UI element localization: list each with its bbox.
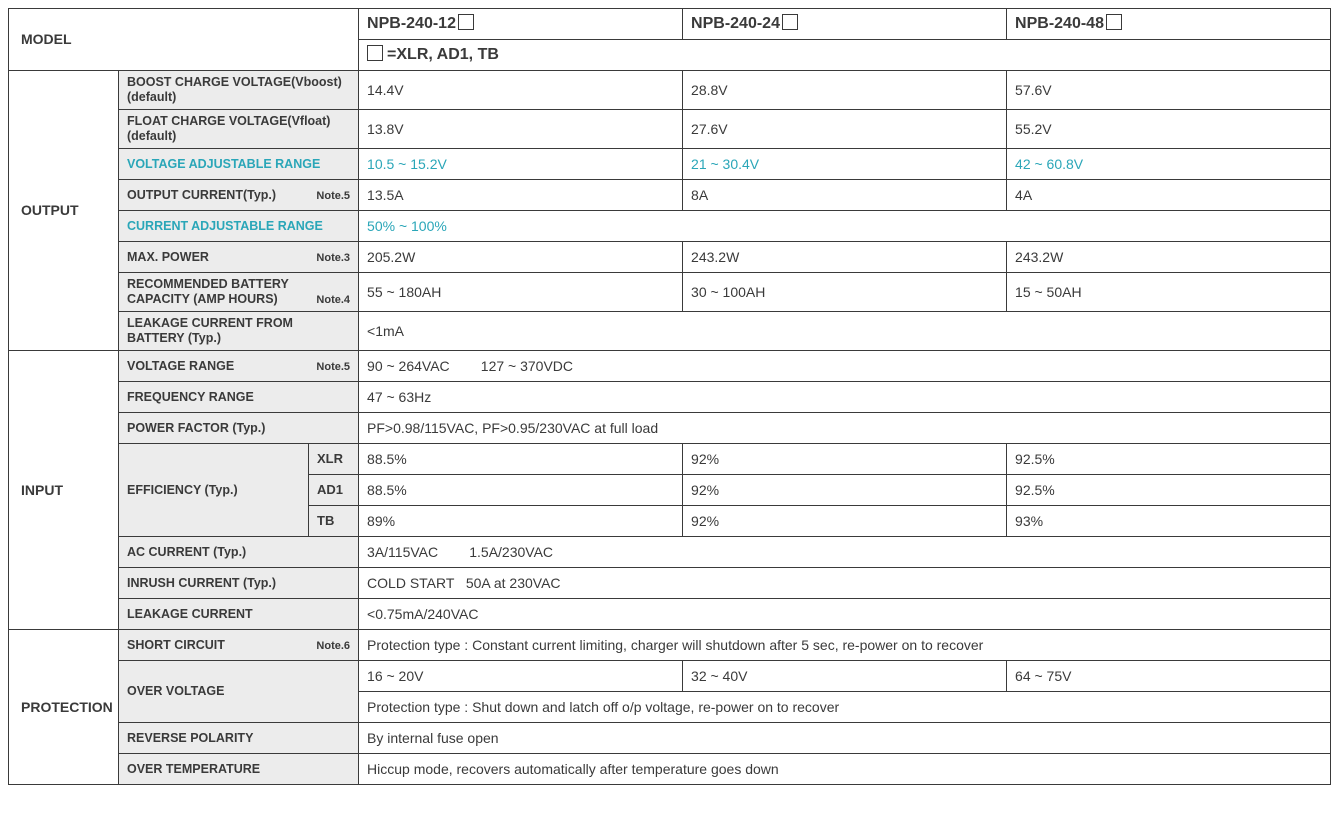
val-cell: 93% xyxy=(1007,506,1331,537)
param-label: VOLTAGE ADJUSTABLE RANGE xyxy=(119,149,359,180)
val-cell: 8A xyxy=(683,180,1007,211)
param-over-voltage: OVER VOLTAGE xyxy=(119,661,359,723)
param-label: FREQUENCY RANGE xyxy=(119,382,359,413)
param-label: SHORT CIRCUITNote.6 xyxy=(119,630,359,661)
param-label: AC CURRENT (Typ.) xyxy=(119,537,359,568)
val-span: COLD START 50A at 230VAC xyxy=(359,568,1331,599)
val-cell: 64 ~ 75V xyxy=(1007,661,1331,692)
param-efficiency: EFFICIENCY (Typ.) xyxy=(119,444,309,537)
val-span: 50% ~ 100% xyxy=(359,211,1331,242)
val-cell: 55.2V xyxy=(1007,110,1331,149)
param-label: POWER FACTOR (Typ.) xyxy=(119,413,359,444)
val-cell: 30 ~ 100AH xyxy=(683,273,1007,312)
model-col-1: NPB-240-24 xyxy=(683,9,1007,40)
section-protection: PROTECTION xyxy=(9,630,119,785)
val-cell: 92% xyxy=(683,475,1007,506)
param-label: INRUSH CURRENT (Typ.) xyxy=(119,568,359,599)
param-label: RECOMMENDED BATTERY CAPACITY (AMP HOURS)… xyxy=(119,273,359,312)
model-label: MODEL xyxy=(9,9,359,71)
eff-sub-tb: TB xyxy=(309,506,359,537)
param-label: LEAKAGE CURRENT FROM BATTERY (Typ.) xyxy=(119,312,359,351)
val-span: Hiccup mode, recovers automatically afte… xyxy=(359,754,1331,785)
val-cell: 27.6V xyxy=(683,110,1007,149)
val-span: PF>0.98/115VAC, PF>0.95/230VAC at full l… xyxy=(359,413,1331,444)
val-span: Protection type : Shut down and latch of… xyxy=(359,692,1331,723)
val-cell: 16 ~ 20V xyxy=(359,661,683,692)
param-label: LEAKAGE CURRENT xyxy=(119,599,359,630)
model-col-2: NPB-240-48 xyxy=(1007,9,1331,40)
val-cell: 13.8V xyxy=(359,110,683,149)
val-cell: 28.8V xyxy=(683,71,1007,110)
val-cell: 4A xyxy=(1007,180,1331,211)
section-input: INPUT xyxy=(9,351,119,630)
val-cell: 92.5% xyxy=(1007,475,1331,506)
val-cell: 42 ~ 60.8V xyxy=(1007,149,1331,180)
val-cell: 15 ~ 50AH xyxy=(1007,273,1331,312)
val-cell: 10.5 ~ 15.2V xyxy=(359,149,683,180)
val-cell: 88.5% xyxy=(359,444,683,475)
param-label: VOLTAGE RANGENote.5 xyxy=(119,351,359,382)
val-span: 47 ~ 63Hz xyxy=(359,382,1331,413)
val-cell: 14.4V xyxy=(359,71,683,110)
val-cell: 13.5A xyxy=(359,180,683,211)
spec-table: MODELNPB-240-12NPB-240-24NPB-240-48=XLR,… xyxy=(8,8,1331,785)
val-cell: 243.2W xyxy=(683,242,1007,273)
val-cell: 57.6V xyxy=(1007,71,1331,110)
val-span: 90 ~ 264VAC 127 ~ 370VDC xyxy=(359,351,1331,382)
val-span: By internal fuse open xyxy=(359,723,1331,754)
val-span: Protection type : Constant current limit… xyxy=(359,630,1331,661)
val-cell: 88.5% xyxy=(359,475,683,506)
val-cell: 89% xyxy=(359,506,683,537)
param-label: OUTPUT CURRENT(Typ.)Note.5 xyxy=(119,180,359,211)
eff-sub-xlr: XLR xyxy=(309,444,359,475)
val-cell: 243.2W xyxy=(1007,242,1331,273)
val-cell: 205.2W xyxy=(359,242,683,273)
param-label: MAX. POWERNote.3 xyxy=(119,242,359,273)
param-label: FLOAT CHARGE VOLTAGE(Vfloat)(default) xyxy=(119,110,359,149)
val-cell: 32 ~ 40V xyxy=(683,661,1007,692)
param-label: CURRENT ADJUSTABLE RANGE xyxy=(119,211,359,242)
variant-note: =XLR, AD1, TB xyxy=(359,40,1331,71)
val-span: 3A/115VAC 1.5A/230VAC xyxy=(359,537,1331,568)
val-cell: 55 ~ 180AH xyxy=(359,273,683,312)
val-cell: 92.5% xyxy=(1007,444,1331,475)
eff-sub-ad1: AD1 xyxy=(309,475,359,506)
val-span: <1mA xyxy=(359,312,1331,351)
val-cell: 21 ~ 30.4V xyxy=(683,149,1007,180)
model-col-0: NPB-240-12 xyxy=(359,9,683,40)
param-label: OVER TEMPERATURE xyxy=(119,754,359,785)
val-cell: 92% xyxy=(683,444,1007,475)
param-label: REVERSE POLARITY xyxy=(119,723,359,754)
param-label: BOOST CHARGE VOLTAGE(Vboost)(default) xyxy=(119,71,359,110)
section-output: OUTPUT xyxy=(9,71,119,351)
val-cell: 92% xyxy=(683,506,1007,537)
val-span: <0.75mA/240VAC xyxy=(359,599,1331,630)
